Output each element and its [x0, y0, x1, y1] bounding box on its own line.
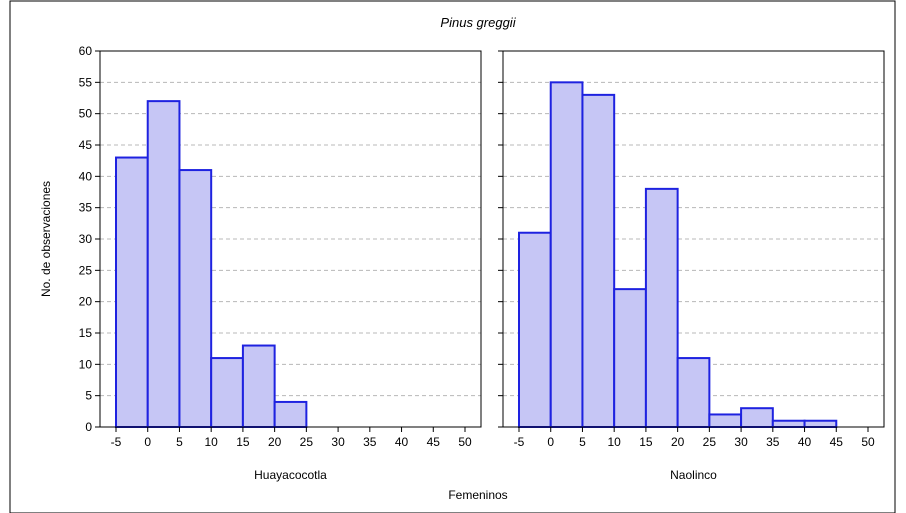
y-axis-label: No. de observaciones — [39, 181, 53, 297]
x-tick-label: 20 — [671, 435, 685, 449]
y-tick-label: 25 — [79, 263, 93, 277]
x-tick-label: 50 — [861, 435, 875, 449]
x-tick-label: 25 — [300, 435, 314, 449]
y-tick-label: 5 — [85, 389, 92, 403]
x-tick-label: 0 — [547, 435, 554, 449]
histogram-bar — [273, 400, 308, 428]
y-tick-label: 30 — [79, 232, 93, 246]
y-tick-label: 55 — [79, 75, 93, 89]
histogram-bar — [146, 100, 181, 428]
x-tick-label: 10 — [205, 435, 219, 449]
x-tick-label: 25 — [703, 435, 717, 449]
x-tick-label: 50 — [458, 435, 472, 449]
x-tick-label: 5 — [579, 435, 586, 449]
histogram-bar — [740, 407, 774, 429]
histogram-bar — [613, 288, 647, 428]
histogram-bar — [178, 169, 213, 428]
x-tick-label: -5 — [111, 435, 122, 449]
histogram-bar — [518, 231, 552, 428]
x-tick-label: 40 — [798, 435, 812, 449]
y-tick-label: 15 — [79, 326, 93, 340]
histogram-bar — [708, 413, 743, 429]
panel-huayacocotla: 0 5 10 15 20 25 30 35 40 45 50 55 60 -5 0 5 10 15 20 25 30 35… — [79, 44, 482, 482]
y-tick-label: 0 — [85, 420, 92, 434]
x-axis-label: Femeninos — [448, 488, 507, 502]
y-tick-label: 40 — [79, 169, 93, 183]
panel-naolinco: -5 0 5 10 15 20 25 30 35 40 45 50 Naolinco — [498, 50, 885, 482]
histogram-bar — [210, 357, 244, 429]
x-tick-label: 45 — [830, 435, 844, 449]
x-tick-label: 0 — [144, 435, 151, 449]
x-tick-label: 35 — [363, 435, 377, 449]
x-tick-label: 45 — [427, 435, 441, 449]
x-tick-label: 30 — [331, 435, 345, 449]
x-tick-label: 40 — [395, 435, 409, 449]
panel-label: Naolinco — [670, 468, 717, 482]
x-tick-label: 10 — [608, 435, 622, 449]
x-tick-label: -5 — [514, 435, 525, 449]
x-tick-label: 30 — [734, 435, 748, 449]
x-tick-label: 5 — [176, 435, 183, 449]
histogram-bar — [581, 93, 616, 428]
y-tick-label: 20 — [79, 295, 93, 309]
chart-title: Pinus greggii — [440, 15, 516, 30]
histogram-bar — [241, 344, 276, 428]
histogram-bar — [549, 81, 584, 428]
y-tick-label: 60 — [79, 44, 93, 58]
y-tick-label: 45 — [79, 138, 93, 152]
x-tick-label: 15 — [236, 435, 250, 449]
histogram-bar — [771, 419, 806, 429]
histogram-bar — [644, 187, 679, 428]
histogram-bar — [676, 357, 711, 429]
x-tick-label: 20 — [268, 435, 282, 449]
x-tick-label: 15 — [639, 435, 653, 449]
y-tick-label: 50 — [79, 107, 93, 121]
histogram-bar — [115, 156, 149, 429]
y-tick-label: 35 — [79, 201, 93, 215]
x-tick-label: 35 — [766, 435, 780, 449]
histogram-bar — [803, 419, 838, 429]
panel-label: Huayacocotla — [254, 468, 327, 482]
y-tick-label: 10 — [79, 357, 93, 371]
